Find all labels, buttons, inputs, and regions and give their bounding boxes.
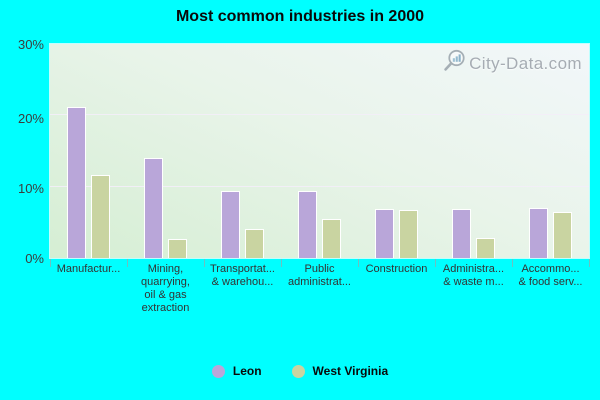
x-axis-label: Public administrat... — [288, 263, 351, 288]
bar-group — [435, 208, 512, 258]
legend-swatch-leon — [211, 364, 225, 378]
bar-leon — [221, 190, 240, 258]
bar-west-virginia — [476, 238, 495, 258]
x-axis-label: Manufactur... — [56, 263, 121, 275]
x-axis-label: Construction — [365, 263, 428, 275]
watermark: City-Data.com — [442, 48, 582, 79]
legend-swatch-west-virginia — [291, 364, 305, 378]
legend-label-west-virginia: West Virginia — [312, 364, 389, 378]
watermark-text: City-Data.com — [469, 53, 582, 73]
plot-area: City-Data.com — [49, 43, 590, 259]
gridline — [50, 114, 589, 116]
bar-group — [50, 106, 127, 258]
y-axis-tick-0: 0% — [25, 251, 44, 266]
bar-west-virginia — [168, 238, 187, 258]
y-axis-tick-10: 10% — [17, 181, 44, 196]
chart-title: Most common industries in 2000 — [175, 8, 425, 25]
axis-tick — [512, 259, 513, 267]
bar-west-virginia — [322, 218, 341, 258]
y-axis-tick-30: 30% — [17, 37, 44, 52]
bar-leon — [67, 106, 86, 258]
legend-label-leon: Leon — [232, 364, 262, 378]
y-axis-tick-20: 20% — [17, 111, 44, 126]
bar-group — [512, 208, 589, 258]
bar-west-virginia — [245, 228, 264, 258]
x-axis-label: Accommo... & food serv... — [518, 263, 583, 288]
axis-tick — [435, 259, 436, 267]
legend-item-west-virginia: West Virginia — [291, 364, 389, 378]
x-axis-label: Mining, quarrying, oil & gas extraction — [141, 263, 190, 314]
bar-leon — [529, 208, 548, 258]
bar-west-virginia — [399, 209, 418, 258]
axis-tick — [50, 259, 51, 267]
axis-tick — [358, 259, 359, 267]
axis-tick — [127, 259, 128, 267]
legend: Leon West Virginia — [0, 364, 600, 378]
bar-group — [358, 208, 435, 258]
x-axis-label: Administra... & waste m... — [442, 263, 505, 288]
axis-tick — [281, 259, 282, 267]
bar-group — [204, 190, 281, 258]
bar-west-virginia — [91, 174, 110, 258]
legend-item-leon: Leon — [211, 364, 262, 378]
bar-leon — [144, 158, 163, 258]
bar-leon — [452, 208, 471, 258]
axis-tick — [204, 259, 205, 267]
bar-leon — [375, 208, 394, 258]
axis-tick — [589, 259, 590, 267]
bar-group — [281, 190, 358, 258]
bar-group — [127, 158, 204, 258]
bar-leon — [298, 190, 317, 258]
x-axis-label: Transportat... & warehou... — [209, 263, 275, 288]
gridline — [50, 185, 589, 187]
bar-west-virginia — [553, 212, 572, 258]
magnifier-icon — [442, 48, 467, 79]
